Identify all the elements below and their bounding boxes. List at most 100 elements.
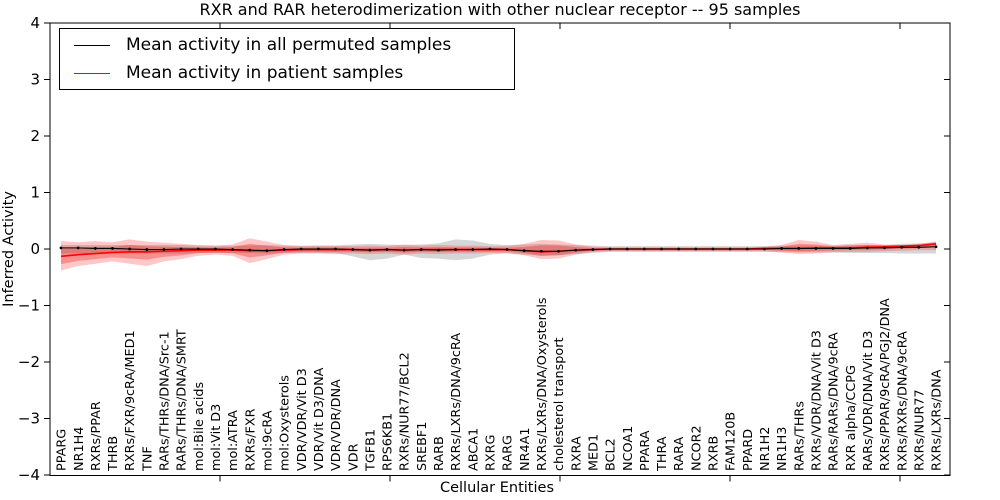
legend-label-patient: Mean activity in patient samples [126, 63, 404, 83]
mean-marker [214, 247, 217, 251]
x-tick-label: PPARD [741, 429, 756, 471]
mean-marker [608, 247, 612, 251]
x-tick-label: VDR/Vit D3/DNA [312, 367, 327, 471]
y-tick-label: −4 [18, 466, 40, 484]
x-tick-label: RXRs/FXR/9cRA/MED1 [123, 330, 138, 471]
mean-marker [351, 248, 355, 251]
x-tick-label: mol:9cRA [260, 410, 275, 471]
mean-marker [59, 246, 63, 250]
x-tick-label: RXRs/LXRs/DNA/Oxysterols [535, 297, 550, 471]
y-tick-label: 0 [30, 240, 40, 258]
mean-marker [883, 246, 886, 250]
mean-marker [76, 246, 80, 250]
mean-marker [934, 245, 938, 249]
mean-marker [93, 247, 97, 250]
mean-marker [591, 248, 595, 251]
x-tick-label: RARs/THRs/DNA/SMRT [175, 329, 190, 471]
legend-item-patient: Mean activity in patient samples [60, 59, 514, 87]
mean-marker [660, 247, 663, 251]
x-tick-label: RXRs/PPAR [89, 401, 104, 471]
x-tick-label: RXRs/FXR [243, 408, 258, 471]
x-tick-label: cholesterol transport [552, 337, 567, 471]
x-tick-label: VDR/VDR/Vit D3 [295, 368, 310, 471]
x-tick-label: RXRs/PPAR/9cRA/PGJ2/DNA [878, 298, 893, 471]
x-tick-label: SREBF1 [415, 422, 430, 471]
x-tick-label: TGFB1 [363, 429, 378, 472]
mean-marker [505, 248, 509, 251]
x-tick-label: RARB [432, 436, 447, 471]
x-tick-label: RARs/VDR/DNA/Vit D3 [861, 331, 876, 471]
y-tick-label: 2 [30, 127, 40, 145]
mean-marker [900, 245, 904, 249]
x-tick-label: BCL2 [604, 438, 619, 471]
uncertainty-bands [61, 238, 936, 271]
y-tick-label: −3 [18, 410, 40, 428]
mean-marker [145, 248, 149, 251]
legend-item-permuted: Mean activity in all permuted samples [60, 31, 514, 59]
x-tick-label: RXRs/LXRs/DNA/9cRA [449, 333, 464, 471]
x-tick-label: TNF [140, 446, 155, 472]
mean-marker [677, 247, 681, 251]
x-tick-label: ABCA1 [466, 428, 481, 471]
x-tick-label: RXRs/RXRs/DNA/9cRA [895, 331, 910, 471]
mean-marker [316, 247, 320, 251]
patient-line-swatch [74, 72, 110, 74]
mean-marker [385, 248, 389, 251]
y-tick-label: 4 [30, 14, 40, 32]
x-axis-label: Cellular Entities [440, 480, 554, 496]
y-tick-label: 1 [30, 184, 40, 202]
mean-marker [694, 247, 698, 251]
x-tick-label: PPARA [638, 430, 653, 471]
mean-marker [625, 247, 629, 251]
y-tick-labels: −4 −3 −2 −1 0 1 2 3 4 [18, 14, 40, 484]
x-tick-label: RARA [672, 437, 687, 471]
x-tick-label: RXRs/NUR77 [912, 389, 927, 471]
mean-marker [334, 247, 337, 251]
mean-marker [539, 249, 543, 253]
mean-marker [248, 248, 252, 252]
mean-marker [728, 247, 732, 251]
x-tick-label: mol:Oxysterols [278, 375, 293, 471]
mean-marker [848, 247, 852, 250]
mean-marker [865, 246, 869, 250]
mean-marker [282, 248, 286, 251]
mean-marker [557, 249, 560, 253]
mean-marker [780, 247, 783, 250]
x-tick-label: THRB [106, 436, 121, 472]
x-tick-label: NR4A1 [518, 427, 533, 471]
mean-marker [917, 245, 921, 249]
mean-marker [128, 247, 132, 251]
patient-band-outer [61, 238, 936, 271]
x-tick-label: mol:Vit D3 [209, 404, 224, 471]
x-tick-label: RARs/THRs [792, 401, 807, 471]
x-tick-label: RXRs/NUR77/BCL2 [398, 352, 413, 471]
mean-marker [419, 248, 423, 251]
mean-marker [437, 248, 440, 252]
mean-marker [797, 247, 801, 250]
y-axis-label: Inferred Activity [1, 191, 17, 307]
x-tick-label: NR1H3 [775, 427, 790, 471]
x-tick-label: NCOA1 [621, 426, 636, 471]
mean-marker [402, 248, 406, 252]
x-tick-label: VDR/VDR/DNA [329, 379, 344, 471]
x-tick-label: mol:ATRA [226, 410, 241, 471]
mean-marker [368, 248, 372, 252]
x-tick-label: NR1H4 [72, 427, 87, 471]
mean-marker [162, 248, 166, 251]
patient-band-inner [61, 242, 936, 265]
plot-frame [44, 22, 951, 482]
x-tick-label: RXRG [484, 435, 499, 471]
mean-marker [265, 249, 269, 253]
legend: Mean activity in all permuted samples Me… [59, 28, 515, 90]
mean-marker [831, 247, 835, 250]
x-tick-label: THRA [655, 436, 670, 472]
x-tick-label: mol:Bile acids [192, 381, 207, 471]
mean-marker [488, 247, 492, 251]
x-tick-label: NCOR2 [689, 425, 704, 471]
mean-marker [814, 247, 818, 250]
y-tick-label: −2 [18, 353, 40, 371]
mean-marker [711, 247, 715, 251]
x-tick-label: RXRs/VDR/DNA/Vit D3 [810, 330, 825, 471]
